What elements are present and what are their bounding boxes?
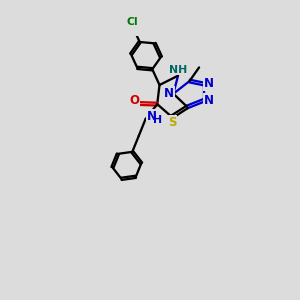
Text: NH: NH: [169, 65, 188, 75]
Text: O: O: [129, 94, 139, 107]
Text: N: N: [204, 77, 214, 90]
Text: N: N: [164, 87, 174, 100]
Text: Cl: Cl: [127, 17, 138, 27]
Text: H: H: [153, 115, 162, 125]
Text: S: S: [168, 116, 176, 129]
Text: N: N: [204, 94, 214, 107]
Text: N: N: [147, 110, 157, 123]
